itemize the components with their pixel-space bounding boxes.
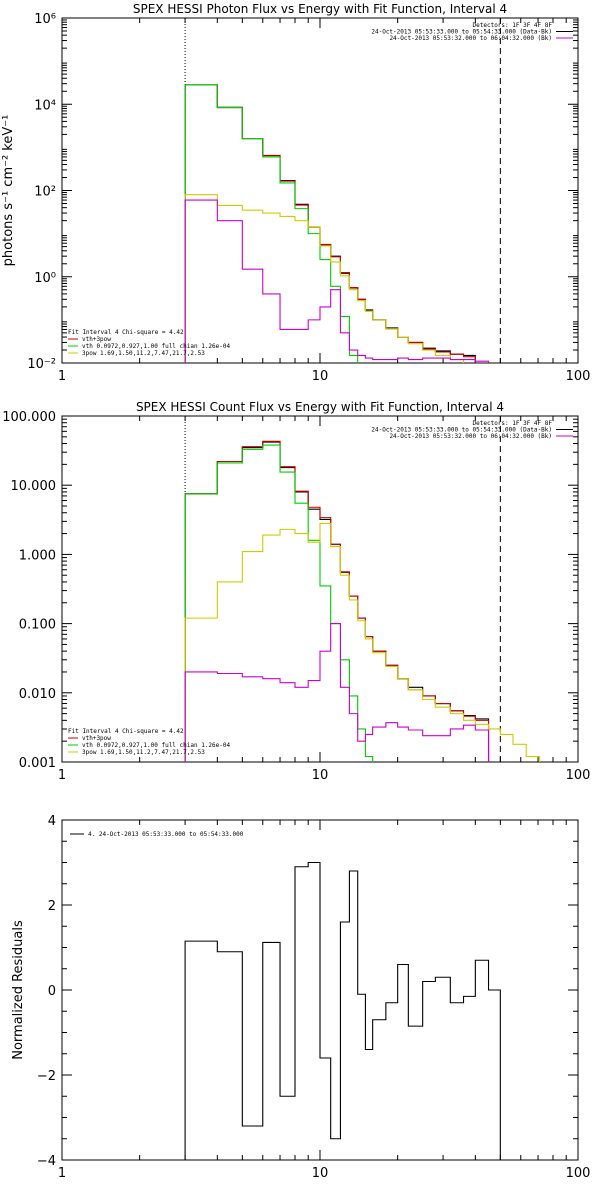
chart-0-series-data-bk (184, 84, 476, 363)
chart-0-legend-tr-text: Detectors: 1F 3F 4F 8F (473, 22, 553, 29)
chart-1-y-tick-label: 10.000 (11, 479, 57, 494)
chart-0-x-tick-label: 10 (312, 369, 329, 384)
chart-1-y-tick-label: 1.000 (19, 548, 56, 563)
chart-0-series-group (184, 84, 490, 363)
chart-0-legend-tr-text: 24-Oct-2013 05:53:32.000 to 06:04:32.000… (389, 35, 552, 42)
chart-1-x-tick-label: 100 (566, 768, 591, 783)
chart-2-y-tick-label: −2 (37, 1069, 56, 1084)
chart-1-series-group (184, 440, 541, 762)
chart-1-legend-bl-text: vth 0.0972,0.927,1.00 full chian 1.26e-0… (82, 742, 230, 749)
chart-0-panel: SPEX HESSI Photon Flux vs Energy with Fi… (1, 2, 590, 384)
chart-1-title: SPEX HESSI Count Flux vs Energy with Fit… (136, 400, 504, 414)
chart-1-y-tick-label: 0.001 (19, 756, 56, 771)
chart-1-series-bk (184, 623, 490, 762)
chart-0-legend-bl-text: vth 0.0972,0.927,1.00 full chian 1.26e-0… (82, 343, 230, 350)
chart-1-legend-bl-text: 3pow 1.69,1.50,11.2,7.47,21.7,2.53 (82, 749, 205, 756)
chart-1-x-tick-label: 10 (312, 768, 329, 783)
chart-0-y-tick-label: 10⁴ (34, 98, 56, 113)
chart-0-series-vth (184, 84, 359, 363)
chart-1-y-tick-label: 100.000 (2, 410, 56, 425)
chart-1-legend-tr-text: 24-Oct-2013 05:53:32.000 to 06:04:32.000… (389, 433, 552, 440)
chart-1-legend-tr-text: 24-Oct-2013 05:53:33.000 to 05:54:33.000… (371, 427, 552, 434)
chart-1-series-data-bk (184, 441, 490, 762)
chart-0-series-3pow (184, 194, 465, 363)
chart-2-y-tick-label: −4 (37, 1154, 56, 1169)
chart-0-series-vth-3pow (184, 84, 476, 363)
chart-2-legend-tl-text: 4. 24-Oct-2013 05:53:33.000 to 05:54:33.… (88, 831, 244, 838)
chart-2-x-tick-label: 1 (58, 1166, 66, 1181)
chart-2-x-tick-label: 10 (312, 1166, 329, 1181)
chart-1-series-3pow (184, 522, 541, 762)
chart-0-legend-bl-text: Fit Interval 4 Chi-square = 4.42 (68, 329, 184, 336)
chart-2-x-tick-label: 100 (566, 1166, 591, 1181)
chart-1-panel: SPEX HESSI Count Flux vs Energy with Fit… (2, 400, 590, 783)
chart-0-y-tick-label: 10² (34, 185, 56, 200)
chart-1-y-tick-label: 0.010 (19, 687, 56, 702)
chart-0-legend-tr-text: 24-Oct-2013 05:53:33.000 to 05:54:33.000… (371, 29, 552, 36)
chart-0-title: SPEX HESSI Photon Flux vs Energy with Fi… (133, 2, 507, 16)
chart-0-y-tick-label: 10⁰ (34, 271, 56, 286)
chart-2-y-tick-label: 2 (48, 899, 56, 914)
chart-0-legend-bl-text: 3pow 1.69,1.50,11.2,7.47,21.7,2.53 (82, 350, 205, 357)
chart-1-legend-bl-text: vth+3pow (82, 735, 111, 742)
chart-1-y-tick-label: 0.100 (19, 618, 56, 633)
chart-2-panel: Normalized Residuals 1 10 100 −4 −2 0 2 4 4. 24-O… (11, 814, 590, 1181)
chart-1-legend-bl-text: Fit Interval 4 Chi-square = 4.42 (68, 728, 184, 735)
chart-0-legend-bl-text: vth+3pow (82, 336, 111, 343)
chart-2-series-residuals (184, 861, 501, 1160)
chart-1-series-vth-3pow (184, 440, 490, 762)
chart-0-x-tick-label: 100 (566, 369, 591, 384)
chart-1-legend-tr-text: Detectors: 1F 3F 4F 8F (473, 420, 553, 427)
chart-1-series-vth (184, 444, 374, 762)
chart-0-x-tick-label: 1 (58, 369, 66, 384)
chart-0-ylabel: photons s⁻¹ cm⁻² keV⁻¹ (1, 115, 16, 267)
chart-2-y-tick-label: 0 (48, 984, 56, 999)
chart-2-y-tick-label: 4 (48, 814, 56, 829)
chart-0-y-tick-label: 10⁶ (34, 12, 56, 27)
chart-2-series-group (184, 861, 501, 1160)
chart-2-ylabel: Normalized Residuals (11, 920, 26, 1060)
chart-0-y-tick-label: 10⁻² (27, 357, 56, 372)
chart-0-series-bk (184, 199, 490, 363)
chart-1-x-tick-label: 1 (58, 768, 66, 783)
